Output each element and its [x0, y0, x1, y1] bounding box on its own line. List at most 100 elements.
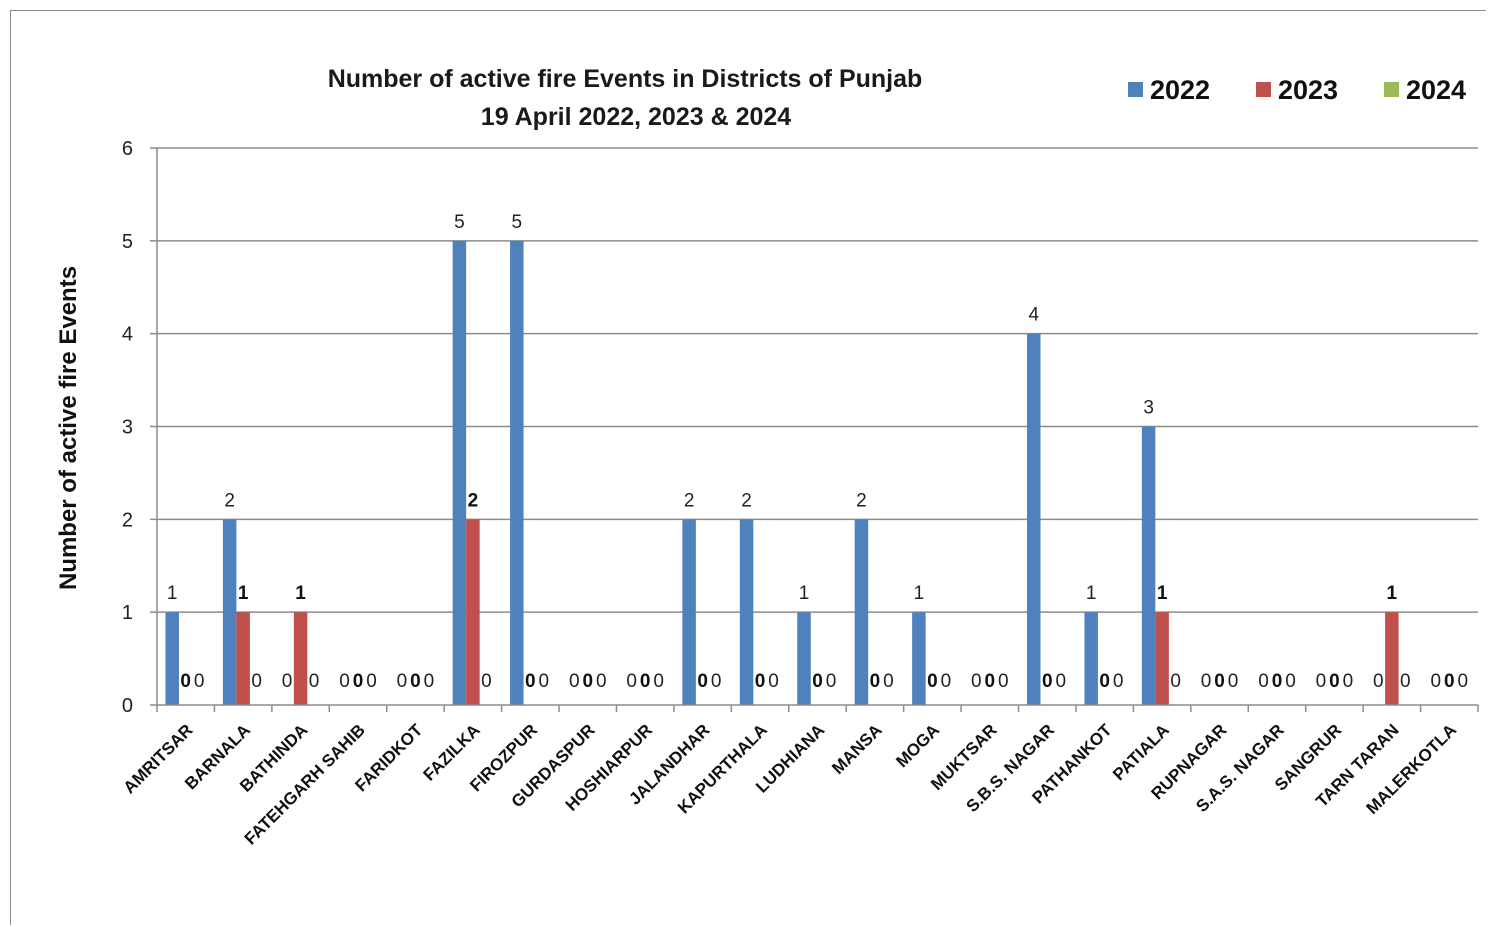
legend-swatch-series-2023 — [1256, 82, 1271, 97]
data-label-series-2024: 0 — [309, 671, 320, 692]
data-label-series-2023: 0 — [640, 671, 651, 692]
x-tick-label: MOGA — [892, 720, 943, 771]
data-label-series-2022: 0 — [339, 671, 350, 692]
data-label-series-2022: 0 — [1316, 671, 1327, 692]
data-label-series-2023: 0 — [1099, 671, 1110, 692]
data-label-series-2023: 2 — [468, 490, 479, 511]
data-label-series-2022: 0 — [282, 671, 293, 692]
bar-series-2022 — [1141, 426, 1156, 705]
data-label-series-2024: 0 — [1400, 671, 1411, 692]
data-label-series-2022: 2 — [741, 490, 752, 511]
data-label-series-2022: 0 — [1430, 671, 1441, 692]
data-label-series-2024: 0 — [194, 671, 205, 692]
bars — [165, 240, 1399, 706]
data-label-series-2022: 2 — [224, 490, 235, 511]
data-label-series-2022: 0 — [569, 671, 580, 692]
y-tick-label: 6 — [122, 138, 133, 160]
legend-swatch-series-2022 — [1128, 82, 1143, 97]
data-label-series-2023: 0 — [1214, 671, 1225, 692]
data-label-series-2023: 0 — [1444, 671, 1455, 692]
y-tick-label: 4 — [122, 324, 133, 346]
bar-series-2023 — [293, 612, 308, 705]
data-label-series-2022: 2 — [684, 490, 695, 511]
bar-series-2022 — [510, 240, 524, 706]
data-label-series-2023: 0 — [870, 671, 881, 692]
x-tick-label: AMRITSAR — [120, 720, 197, 797]
data-label-series-2024: 0 — [1285, 671, 1296, 692]
data-label-series-2022: 0 — [626, 671, 637, 692]
bar-series-2022 — [452, 240, 467, 706]
data-label-series-2024: 0 — [1113, 671, 1124, 692]
data-label-series-2022: 5 — [454, 212, 465, 233]
y-tick-label: 1 — [122, 602, 133, 624]
x-tick-label: MANSA — [828, 720, 886, 778]
bar-series-2022 — [1026, 333, 1041, 705]
data-label-series-2022: 1 — [799, 583, 810, 604]
data-label-series-2023: 0 — [180, 671, 191, 692]
bar-series-2022 — [165, 612, 179, 705]
data-label-series-2024: 0 — [424, 671, 435, 692]
data-label-series-2023: 0 — [927, 671, 938, 692]
data-label-series-2024: 0 — [883, 671, 894, 692]
data-label-series-2023: 0 — [353, 671, 364, 692]
data-label-series-2024: 0 — [1055, 671, 1066, 692]
data-label-series-2022: 0 — [1258, 671, 1269, 692]
data-label-series-2024: 0 — [768, 671, 779, 692]
data-label-series-2022: 0 — [971, 671, 982, 692]
data-label-series-2024: 0 — [251, 671, 262, 692]
data-label-series-2023: 0 — [410, 671, 421, 692]
data-label-series-2022: 5 — [512, 212, 523, 233]
bar-series-2022 — [1084, 612, 1098, 705]
data-label-series-2023: 0 — [755, 671, 766, 692]
data-label-series-2022: 1 — [914, 583, 925, 604]
data-label-series-2024: 0 — [998, 671, 1009, 692]
data-label-series-2023: 0 — [1329, 671, 1340, 692]
data-label-series-2023: 1 — [1387, 583, 1398, 604]
data-label-series-2023: 0 — [1272, 671, 1283, 692]
data-label-series-2024: 0 — [1228, 671, 1239, 692]
data-label-series-2022: 1 — [1086, 583, 1097, 604]
data-label-series-2024: 0 — [653, 671, 664, 692]
data-label-series-2023: 1 — [295, 583, 306, 604]
data-label-series-2022: 1 — [167, 583, 178, 604]
data-label-series-2022: 0 — [1373, 671, 1384, 692]
y-tick-label: 3 — [122, 417, 133, 439]
bar-series-2022 — [739, 519, 754, 705]
data-label-series-2022: 3 — [1143, 398, 1154, 419]
data-label-series-2022: 4 — [1028, 305, 1039, 326]
data-label-series-2023: 1 — [1157, 583, 1168, 604]
chart-subtitle: 19 April 2022, 2023 & 2024 — [481, 103, 791, 131]
data-label-series-2023: 0 — [525, 671, 536, 692]
data-label-series-2024: 0 — [1343, 671, 1354, 692]
data-label-series-2022: 0 — [397, 671, 408, 692]
bar-series-2023 — [1155, 612, 1169, 705]
y-tick-label: 2 — [122, 509, 133, 531]
legend: 2022 2023 2024 — [1128, 75, 1466, 105]
data-label-series-2024: 0 — [1170, 671, 1181, 692]
data-label-series-2024: 0 — [1457, 671, 1468, 692]
data-label-series-2024: 0 — [941, 671, 952, 692]
legend-label-series-2023: 2023 — [1278, 75, 1338, 105]
tick-labels: 0123456AMRITSARBARNALABATHINDAFATEHGARH … — [120, 138, 1460, 848]
bar-series-2022 — [797, 612, 811, 705]
y-axis-label: Number of active fire Events — [55, 266, 82, 590]
y-tick-label: 5 — [122, 231, 133, 253]
legend-swatch-series-2024 — [1384, 82, 1399, 97]
axes — [150, 147, 1479, 712]
data-label-series-2024: 0 — [596, 671, 607, 692]
gridlines — [157, 147, 1478, 613]
data-label-series-2024: 0 — [826, 671, 837, 692]
data-label-series-2022: 0 — [1201, 671, 1212, 692]
chart-title: Number of active fire Events in District… — [328, 65, 923, 93]
chart-frame — [10, 10, 1486, 925]
data-label-series-2023: 0 — [1042, 671, 1053, 692]
data-label-series-2023: 0 — [582, 671, 593, 692]
data-label-series-2023: 0 — [985, 671, 996, 692]
data-label-series-2024: 0 — [366, 671, 377, 692]
legend-label-series-2024: 2024 — [1406, 75, 1466, 105]
legend-label-series-2022: 2022 — [1150, 75, 1210, 105]
data-label-series-2023: 0 — [697, 671, 708, 692]
bar-series-2022 — [912, 612, 926, 705]
bar-series-2022 — [854, 519, 869, 705]
